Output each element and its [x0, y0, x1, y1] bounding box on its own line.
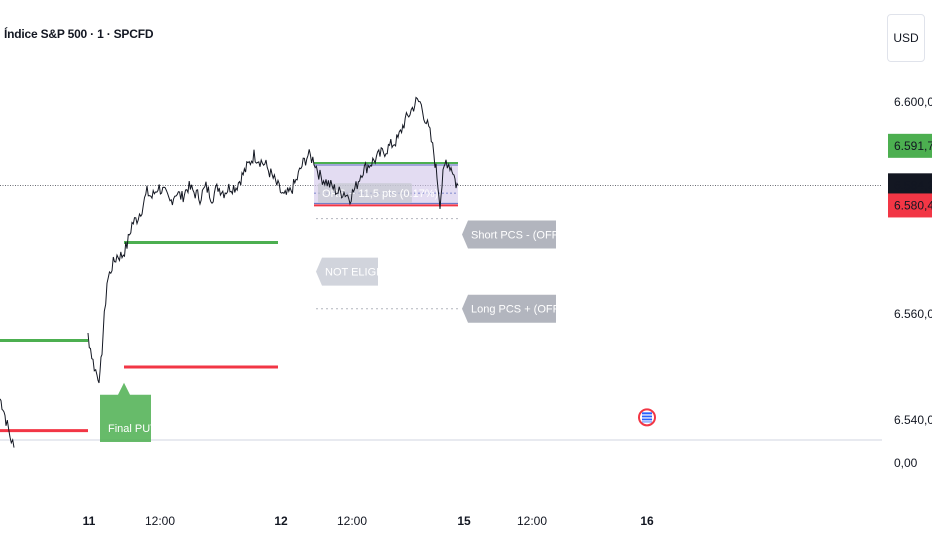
y-tick-volume: 0,00	[894, 456, 918, 470]
price-line-day1	[0, 398, 15, 448]
y-tick-1: 6.560,00	[894, 307, 932, 321]
price-tag-bg-1	[888, 173, 932, 198]
x-tick-2: 12	[274, 514, 288, 528]
annotation-text-0: Short PCS - (OFF) 6575	[471, 230, 590, 242]
price-tag-bg-0	[888, 133, 932, 158]
annotation-bg-1	[316, 257, 378, 286]
y-tick-2: 6.540,00	[894, 413, 932, 427]
signal-mask	[98, 442, 154, 462]
us-flag-stripe	[642, 414, 652, 416]
price-tag-bg-2	[888, 193, 932, 218]
annotation-bg-2	[462, 294, 556, 323]
x-tick-3: 12:00	[337, 514, 367, 528]
annotation-text-1: NOT ELIGIBLE	[325, 267, 400, 279]
price-tag-1: 6.584,28	[894, 178, 932, 192]
us-flag-stripe	[642, 420, 652, 422]
x-tick-4: 15	[457, 514, 471, 528]
x-tick-5: 12:00	[517, 514, 547, 528]
x-tick-1: 12:00	[145, 514, 175, 528]
price-line-main	[87, 96, 459, 384]
chart-title: Índice S&P 500 · 1 · SPCFD	[4, 27, 154, 41]
range-box-label: ORB + 11,5 pts (0.17%)	[322, 188, 438, 200]
signal-bg	[100, 382, 151, 447]
y-tick-0: 6.600,00	[894, 95, 932, 109]
us-flag-stripe	[642, 417, 652, 419]
x-tick-6: 16	[640, 514, 654, 528]
annotation-0: Short PCS - (OFF) 6575	[462, 220, 590, 249]
currency-button[interactable]: USD	[887, 14, 925, 62]
annotations-layer: Short PCS - (OFF) 6575 NOT ELIGIBLE Long P…	[98, 220, 656, 462]
axis-layer: 6.600,00 6.560,00 6.540,00 0,00 6.591,73 6.58…	[83, 95, 932, 528]
annotation-text-2: Long PCS + (OFF) 6560	[471, 304, 591, 316]
levels-layer	[0, 240, 278, 433]
annotation-2: Long PCS + (OFF) 6560	[462, 294, 591, 323]
annotation-bg-0	[462, 220, 556, 249]
x-tick-0: 11	[83, 514, 96, 528]
signal-text: Final PUT	[108, 423, 157, 435]
signal-final-put: Final PUT	[98, 382, 157, 462]
price-tag-0: 6.591,73	[894, 139, 932, 153]
annotation-1: NOT ELIGIBLE	[316, 257, 400, 286]
series-layer	[0, 96, 459, 448]
price-tag-2: 6.580,48	[894, 198, 932, 212]
us-event-icon	[638, 408, 656, 427]
